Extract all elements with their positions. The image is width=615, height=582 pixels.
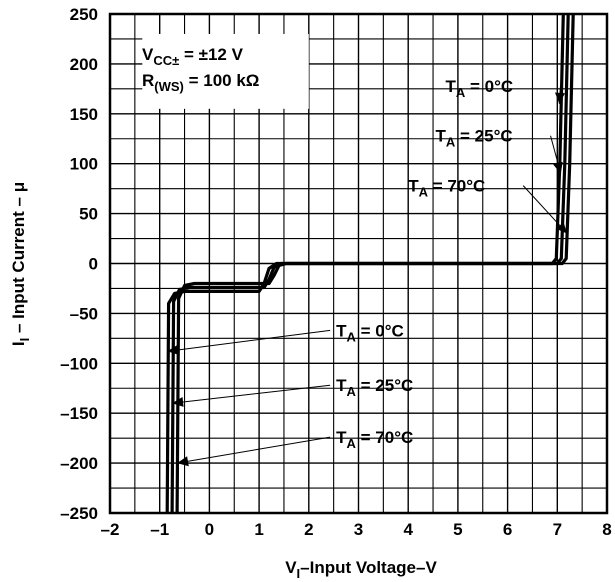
series-line-2: [175, 13, 575, 514]
condition-rws-b: = 100 kΩ: [184, 71, 260, 90]
annotation-arrowhead: [167, 345, 179, 355]
y-axis-title: II – Input Current – μ: [9, 182, 32, 346]
condition-rws-sub: (WS): [154, 79, 184, 94]
x-axis-title-main: V: [285, 558, 297, 577]
y-axis-title-sub: I: [17, 338, 32, 342]
condition-rws-a: R: [142, 71, 154, 90]
y-tick-label: 200: [70, 55, 98, 74]
y-tick-label: 100: [70, 155, 98, 174]
condition-vcc: VCC± = ±12 V: [142, 45, 244, 68]
y-axis-title-rest: – Input Current – μ: [9, 182, 28, 338]
annotation-label: TA = 25°C: [336, 376, 413, 399]
x-tick-label: 8: [602, 520, 611, 539]
annotation-label: TA = 70°C: [408, 177, 485, 200]
x-axis-title-sub: I: [297, 566, 301, 581]
x-tick-label: 0: [205, 520, 214, 539]
annotation-arrowhead: [172, 397, 184, 407]
annotation-arrowhead: [555, 92, 565, 104]
y-tick-label: 50: [79, 205, 98, 224]
x-tick-label: 5: [453, 520, 462, 539]
x-tick-label: –2: [101, 520, 120, 539]
annotation-label: TA = 0°C: [336, 321, 404, 344]
y-tick-label: 150: [70, 105, 98, 124]
condition-rws: R(WS) = 100 kΩ: [142, 71, 259, 94]
annotation-arrowhead: [553, 161, 563, 174]
series-line-0: [165, 13, 565, 514]
annotation-leader: [172, 384, 331, 404]
x-tick-label: 4: [403, 520, 413, 539]
y-tick-label: 250: [70, 5, 98, 24]
annotation-label: TA = 25°C: [436, 127, 513, 150]
tick-labels: –2 –1 0 1 2 3 4 5 6 7 8 250 200 150 100 50 0 –50 –100 –150 –…: [60, 5, 612, 539]
condition-vcc-sub: CC±: [153, 53, 179, 68]
conditions-background: [142, 33, 309, 109]
annotation-arrowhead: [177, 456, 189, 467]
y-axis-title-main: I: [9, 341, 28, 346]
x-axis-title-rest: –Input Voltage–V: [300, 558, 437, 577]
y-tick-label: –150: [60, 404, 98, 423]
x-tick-label: 3: [354, 520, 363, 539]
x-tick-label: 1: [254, 520, 263, 539]
annotation-label: TA = 0°C: [445, 77, 513, 100]
y-tick-label: –250: [60, 504, 98, 523]
annotation-arrowhead: [556, 222, 568, 234]
conditions-box: [142, 33, 309, 109]
plot-frame: [108, 12, 609, 515]
series-line-1: [170, 13, 570, 514]
y-tick-label: –200: [60, 454, 98, 473]
x-tick-label: 2: [304, 520, 313, 539]
y-tick-label: –100: [60, 354, 98, 373]
curves: [165, 13, 575, 514]
condition-vcc-b: = ±12 V: [179, 45, 243, 64]
annotation-label: TA = 70°C: [336, 428, 413, 451]
annotation-leader: [167, 329, 331, 352]
x-tick-label: 6: [503, 520, 512, 539]
annotation-leader: [177, 436, 331, 464]
y-tick-label: 0: [89, 255, 98, 274]
x-tick-label: 7: [553, 520, 562, 539]
y-tick-label: –50: [70, 304, 98, 323]
x-axis-title: VI–Input Voltage–V: [285, 558, 437, 581]
condition-vcc-a: V: [142, 45, 154, 64]
annotations: TA = 0°C TA = 25°C TA = 70°C TA = 0°C TA = 2…: [167, 77, 568, 467]
x-tick-label: –1: [150, 520, 169, 539]
